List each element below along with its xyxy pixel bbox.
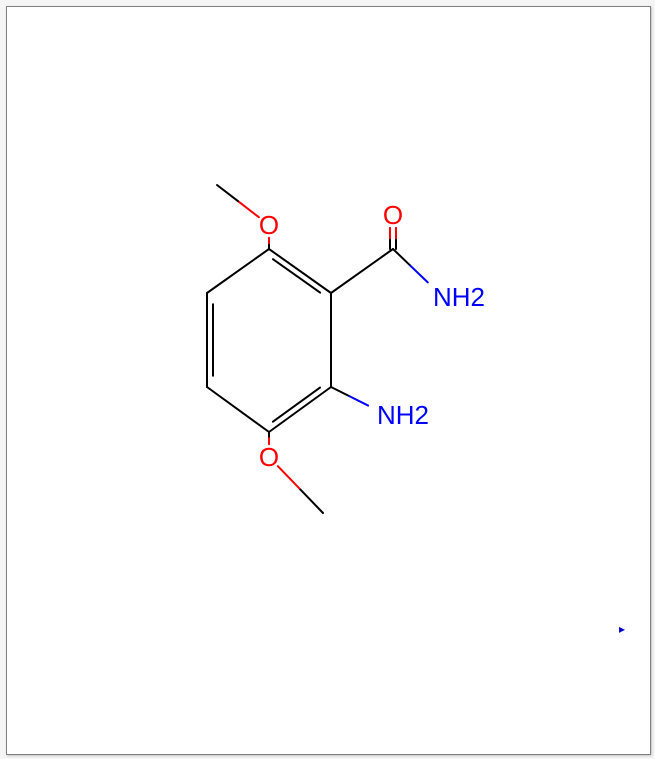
nav-arrow-icon[interactable]: ▸: [619, 622, 625, 636]
svg-text:NH2: NH2: [377, 400, 429, 430]
svg-text:NH2: NH2: [433, 282, 485, 312]
svg-text:O: O: [259, 210, 279, 240]
molecule-diagram: O O NH2 NH2 O: [7, 7, 650, 754]
structure-panel: O O NH2 NH2 O ▸: [6, 6, 651, 755]
svg-text:O: O: [259, 442, 279, 472]
svg-text:O: O: [383, 200, 403, 230]
